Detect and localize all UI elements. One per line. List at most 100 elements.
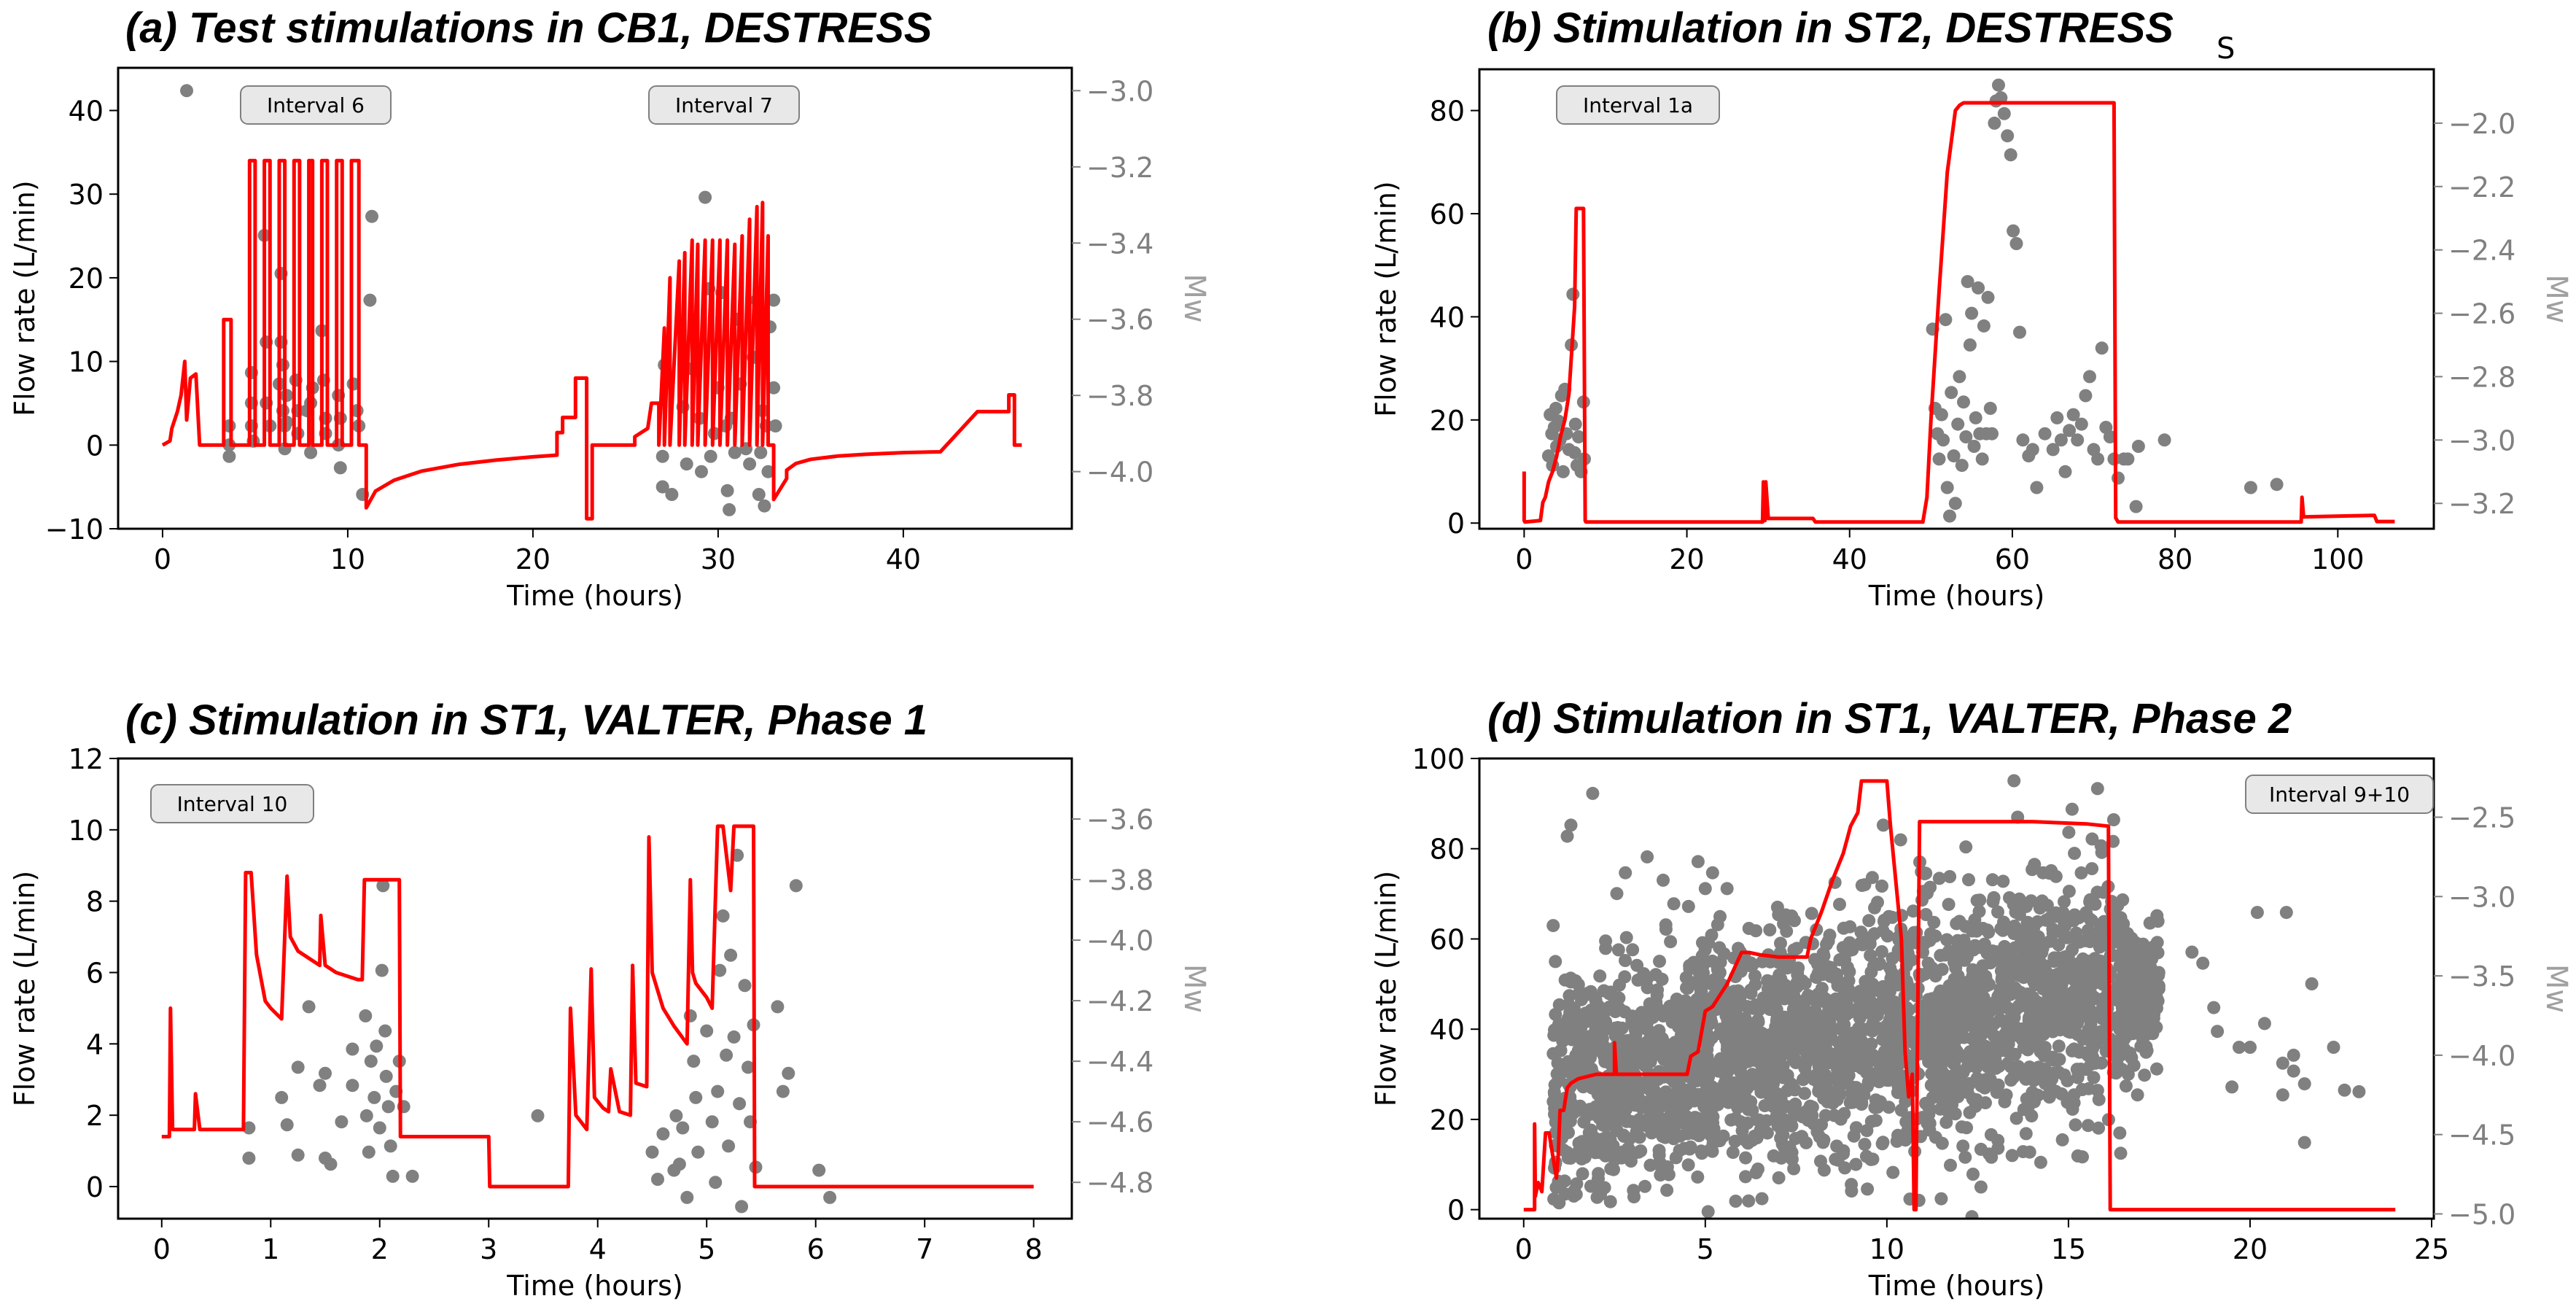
event-point [1651,1222,1664,1235]
event-point [2007,774,2021,788]
event-point [1863,937,1877,951]
event-point [1919,908,1933,921]
event-point [399,758,405,759]
event-point [1705,1016,1719,1030]
event-point [1596,1118,1610,1132]
x-tick-label: 25 [2414,1233,2449,1265]
event-point [2074,417,2088,431]
event-point [2090,1084,2104,1098]
event-point [1774,1131,1788,1145]
event-point [2119,989,2133,1003]
flow-rate-line [1522,101,2395,524]
event-point [1586,786,1600,800]
event-point [1591,1074,1605,1087]
event-point [1957,395,1970,409]
event-point [1985,427,1999,441]
event-point [716,909,730,923]
event-point [1669,1151,1683,1165]
event-point [1967,993,1981,1006]
event-point [1967,964,1980,978]
event-point [1840,960,1854,974]
event-point [2047,951,2061,965]
event-point [1645,1126,1659,1140]
event-point [2062,826,2076,839]
event-point [2225,1080,2239,1094]
event-point [1643,997,1657,1011]
interval-box [2245,775,2434,814]
event-point [1965,1210,1979,1219]
event-point [1628,1057,1642,1070]
event-point [1972,904,1986,918]
event-point [2083,370,2096,384]
event-point [2004,148,2017,162]
event-point [1821,934,1835,948]
event-point [1824,1031,1838,1044]
x-tick-label: 10 [330,543,365,575]
plot-area [161,84,1022,521]
event-point [2066,408,2080,422]
event-point [1962,873,1975,887]
event-point [1556,465,1570,478]
event-point [1974,1180,1988,1194]
event-point [1758,1068,1772,1082]
event-point [1697,966,1710,979]
event-point [2121,452,2135,466]
event-point [1925,1067,1939,1081]
event-point [1590,1136,1604,1149]
event-point [742,1060,755,1074]
event-point [1778,1141,1791,1154]
event-point [2081,1119,2095,1133]
event-point [1721,1014,1735,1027]
event-point [1760,1126,1774,1140]
event-point [2129,500,2143,513]
interval-label: Interval 7 [675,93,773,117]
event-point [1963,1106,1977,1119]
event-point [2049,909,2062,923]
event-point [2067,1042,2081,1056]
event-point [2083,971,2097,985]
event-point [1934,1102,1947,1116]
event-point [1821,1095,1834,1109]
y2-tick-label: −4.2 [1086,985,1153,1017]
event-point [2038,427,2052,441]
event-point [2090,782,2104,796]
event-point [1998,939,2012,953]
event-point [1681,899,1695,913]
event-point [1619,954,1632,967]
y2-tick-label: −3.6 [1086,304,1153,336]
event-point [362,1145,375,1159]
event-point [1810,994,1824,1008]
event-point [2020,917,2034,931]
event-point [1683,1082,1697,1096]
event-point [384,1139,397,1153]
event-point [1849,1121,1863,1135]
panel-d: (d) Stimulation in ST1, VALTER, Phase 2 0… [1370,695,2573,1302]
event-point [2078,934,2092,947]
y2-axis-label: Mw [2540,274,2573,323]
event-point [1701,1205,1715,1219]
axes-frame [117,66,1073,530]
event-point [1614,1107,1628,1121]
event-point [1932,872,1946,885]
event-point [2112,471,2125,485]
event-point [2008,1047,2022,1061]
event-point [1721,1024,1735,1038]
event-point [1688,1022,1702,1036]
event-point [1683,1142,1697,1156]
event-point [1932,452,1946,466]
event-point [1707,1122,1721,1136]
event-point [379,1069,393,1083]
event-point [1560,1146,1574,1160]
event-point [767,293,781,307]
y2-axis-label: Mw [1178,964,1211,1013]
event-point [1646,1113,1660,1127]
event-point [2297,1136,2311,1149]
event-point [2257,1017,2271,1031]
y-tick-label: 80 [1430,834,1465,866]
x-tick-label: 0 [154,543,171,575]
event-point [1791,961,1805,975]
event-point [1676,1028,1689,1041]
panel-b: (b) Stimulation in ST2, DESTRESS 0 20 40 60 8… [1370,4,2573,612]
event-point [1576,1167,1589,1181]
